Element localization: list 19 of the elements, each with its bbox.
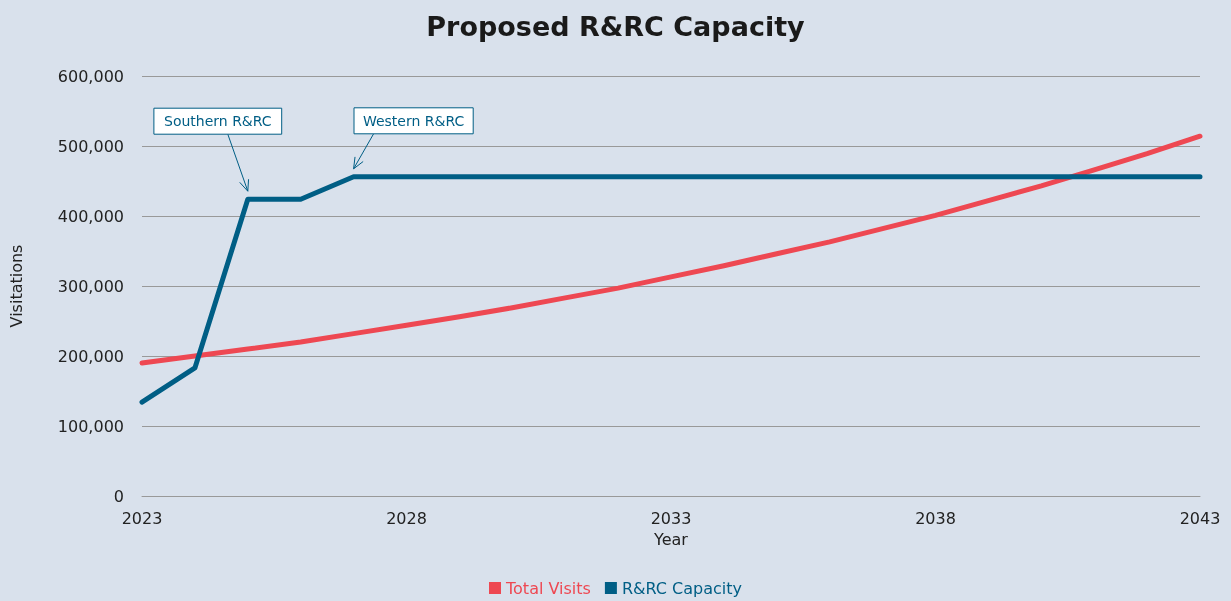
x-tick-label: 2023	[121, 508, 163, 528]
x-tick-label: 2028	[386, 508, 427, 528]
y-tick-label: 0	[113, 486, 124, 506]
x-tick-label: 2033	[650, 508, 692, 528]
x-axis-title: Year	[653, 529, 689, 549]
legend-label: Total Visits	[505, 578, 591, 598]
x-tick-label: 2043	[1179, 508, 1221, 528]
y-axis-title: Visitations	[6, 244, 26, 328]
y-tick-label: 400,000	[57, 206, 124, 226]
y-tick-label: 100,000	[57, 416, 124, 436]
y-tick-label: 600,000	[57, 66, 124, 86]
y-tick-label: 500,000	[57, 136, 124, 156]
y-tick-label: 200,000	[57, 346, 124, 366]
chart-title: Proposed R&RC Capacity	[426, 11, 806, 42]
annotation: Southern R&RC	[164, 113, 272, 130]
annotation: Western R&RC	[362, 112, 465, 129]
y-tick-label: 300,000	[57, 276, 124, 296]
x-tick-label: 2038	[915, 508, 956, 528]
legend-label: R&RC Capacity	[621, 578, 742, 598]
